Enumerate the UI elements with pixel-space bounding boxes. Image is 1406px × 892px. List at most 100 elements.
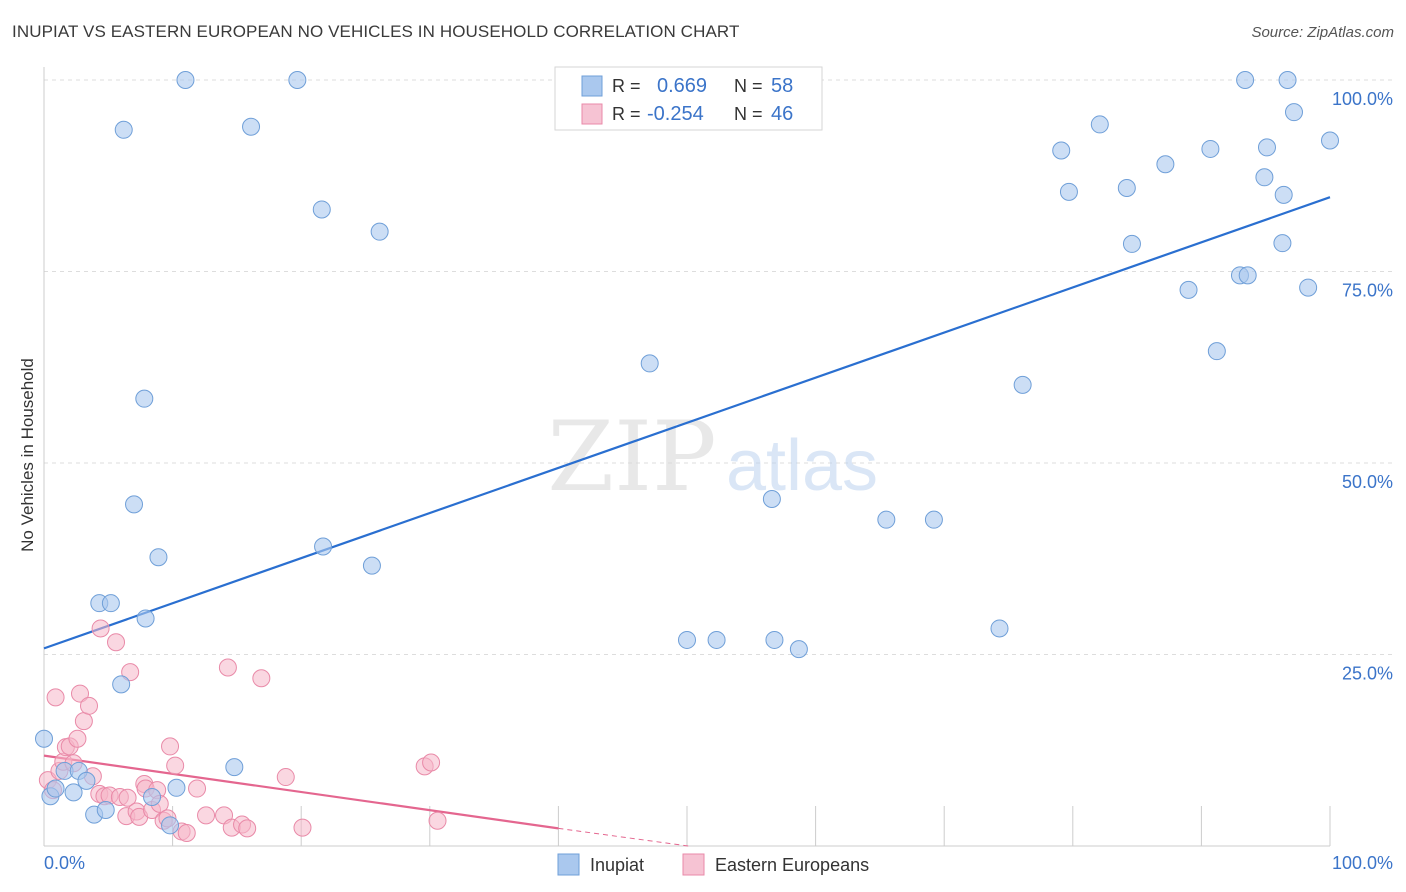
point-inupiat bbox=[149, 548, 168, 567]
point-inupiat bbox=[924, 510, 943, 529]
bottom-legend-inupiat: Inupiat bbox=[590, 855, 644, 875]
point-inupiat bbox=[77, 771, 96, 790]
point-inupiat bbox=[1284, 103, 1303, 122]
point-inupiat bbox=[135, 389, 154, 408]
point-inupiat bbox=[707, 630, 726, 649]
point-inupiat bbox=[877, 510, 896, 529]
point-inupiat bbox=[1255, 168, 1274, 187]
point-inupiat bbox=[640, 354, 659, 373]
point-eastern bbox=[80, 696, 99, 715]
point-inupiat bbox=[35, 729, 53, 748]
legend-swatch-eastern bbox=[581, 103, 603, 125]
y-tick-label: 100.0% bbox=[1332, 89, 1393, 109]
bottom-legend-swatch-eastern bbox=[682, 853, 705, 876]
grid-layer bbox=[44, 79, 1395, 655]
legend-n-label-2: N = bbox=[734, 104, 763, 124]
point-eastern bbox=[161, 737, 180, 756]
trend-line-inupiat bbox=[43, 196, 1331, 650]
point-inupiat bbox=[242, 117, 261, 136]
point-inupiat bbox=[1013, 375, 1032, 394]
series-legend: Inupiat Eastern Europeans bbox=[557, 853, 869, 876]
point-eastern bbox=[177, 823, 196, 842]
point-inupiat bbox=[1201, 139, 1220, 158]
point-inupiat bbox=[1238, 266, 1257, 285]
watermark-zip: ZIP bbox=[547, 401, 716, 513]
point-eastern bbox=[188, 779, 207, 798]
correlation-legend: R = 0.669 N = 58 R = -0.254 N = 46 bbox=[554, 66, 823, 131]
y-tick-label: 25.0% bbox=[1342, 664, 1393, 684]
point-inupiat bbox=[112, 675, 131, 694]
point-inupiat bbox=[1179, 280, 1198, 299]
point-inupiat bbox=[314, 537, 333, 556]
point-eastern bbox=[422, 753, 441, 772]
point-inupiat bbox=[362, 556, 381, 575]
point-eastern bbox=[252, 669, 271, 688]
point-eastern bbox=[121, 663, 140, 682]
bottom-legend-eastern: Eastern Europeans bbox=[715, 855, 869, 875]
point-inupiat bbox=[990, 619, 1009, 638]
point-eastern bbox=[218, 658, 237, 677]
point-inupiat bbox=[1090, 115, 1109, 134]
point-inupiat bbox=[1274, 185, 1293, 204]
point-inupiat bbox=[789, 640, 808, 659]
point-inupiat bbox=[765, 630, 784, 649]
point-inupiat bbox=[96, 800, 115, 819]
point-inupiat bbox=[1122, 234, 1141, 253]
y-tick-label: 50.0% bbox=[1342, 472, 1393, 492]
point-inupiat bbox=[225, 758, 244, 777]
axes-layer bbox=[43, 67, 1331, 847]
y-tick-label: 75.0% bbox=[1342, 281, 1393, 301]
point-inupiat bbox=[161, 816, 180, 835]
point-inupiat bbox=[1299, 278, 1318, 297]
legend-n-value-2: 46 bbox=[771, 103, 793, 125]
point-inupiat bbox=[1156, 155, 1175, 174]
point-inupiat bbox=[1257, 138, 1276, 157]
point-inupiat bbox=[1321, 131, 1339, 150]
point-inupiat bbox=[1117, 179, 1136, 198]
point-inupiat bbox=[46, 779, 65, 798]
legend-r-value-2: -0.254 bbox=[647, 103, 704, 125]
point-eastern bbox=[68, 729, 87, 748]
chart-title: INUPIAT VS EASTERN EUROPEAN NO VEHICLES … bbox=[12, 22, 740, 41]
point-inupiat bbox=[125, 495, 144, 514]
point-eastern bbox=[166, 756, 185, 775]
legend-swatch-inupiat bbox=[581, 75, 603, 97]
point-inupiat bbox=[1278, 71, 1297, 89]
tick-labels: 25.0% 50.0% 75.0% 100.0% 0.0% 100.0% bbox=[44, 89, 1393, 873]
point-inupiat bbox=[143, 787, 162, 806]
point-eastern bbox=[276, 768, 295, 787]
trend-lines bbox=[43, 196, 1331, 847]
point-inupiat bbox=[1273, 234, 1292, 253]
point-inupiat bbox=[114, 120, 133, 139]
x-tick-label-min: 0.0% bbox=[44, 853, 85, 873]
point-inupiat bbox=[678, 630, 696, 649]
point-inupiat bbox=[288, 71, 307, 89]
point-eastern bbox=[197, 806, 216, 825]
watermark-atlas: atlas bbox=[726, 426, 878, 506]
point-inupiat bbox=[312, 200, 331, 219]
points-layer bbox=[35, 71, 1339, 842]
legend-n-label-1: N = bbox=[734, 76, 763, 96]
point-eastern bbox=[46, 688, 65, 707]
point-inupiat bbox=[762, 490, 781, 509]
point-eastern bbox=[118, 788, 137, 807]
trend-line-eastern bbox=[43, 754, 559, 830]
point-inupiat bbox=[1052, 141, 1071, 160]
point-inupiat bbox=[176, 71, 195, 89]
point-inupiat bbox=[1207, 342, 1226, 361]
point-eastern bbox=[74, 712, 93, 731]
trend-line-eastern-extrapolated bbox=[558, 827, 689, 847]
point-inupiat bbox=[1236, 71, 1255, 89]
legend-r-label-1: R = bbox=[612, 76, 641, 96]
point-inupiat bbox=[1059, 182, 1078, 201]
source-label: Source: ZipAtlas.com bbox=[1251, 24, 1394, 41]
bottom-legend-swatch-inupiat bbox=[557, 853, 580, 876]
point-inupiat bbox=[167, 778, 186, 797]
point-eastern bbox=[91, 619, 110, 638]
point-inupiat bbox=[64, 783, 83, 802]
watermark: ZIP atlas bbox=[547, 401, 878, 513]
legend-r-value-1: 0.669 bbox=[657, 75, 707, 97]
x-tick-label-max: 100.0% bbox=[1332, 853, 1393, 873]
point-inupiat bbox=[370, 222, 389, 241]
point-eastern bbox=[238, 819, 257, 838]
